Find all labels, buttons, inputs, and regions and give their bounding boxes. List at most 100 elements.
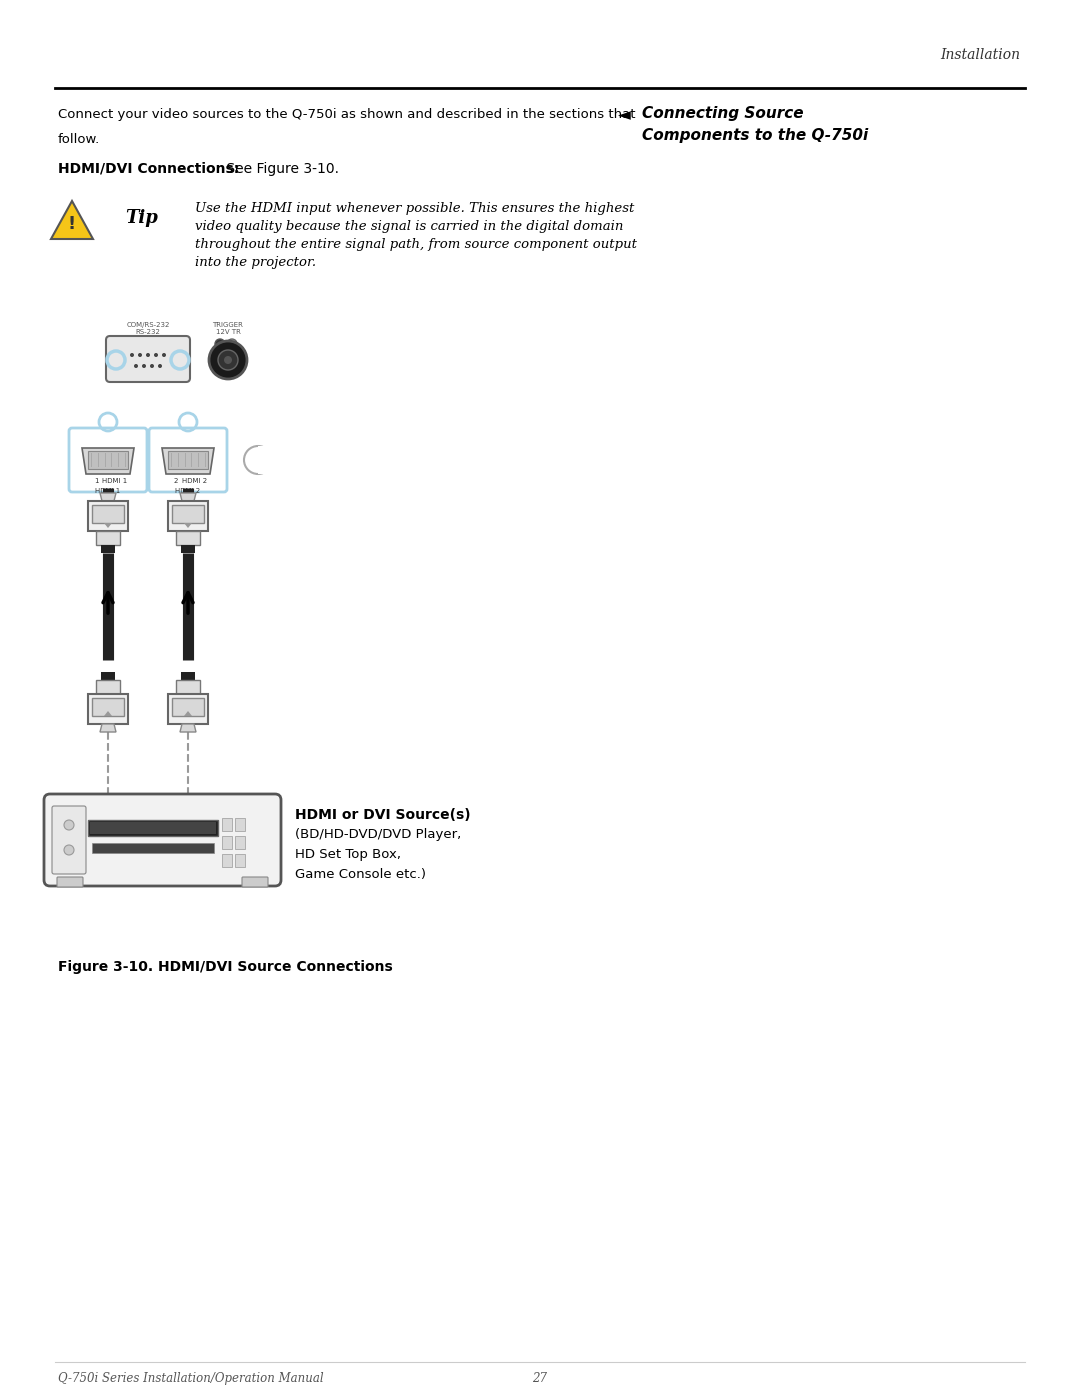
Circle shape	[218, 351, 238, 370]
Polygon shape	[51, 201, 93, 239]
Bar	[181, 672, 195, 680]
Text: 12V TR: 12V TR	[216, 330, 241, 335]
Circle shape	[130, 353, 134, 358]
Text: HDMI or DVI Source(s): HDMI or DVI Source(s)	[295, 807, 471, 821]
Text: !: !	[68, 215, 76, 233]
Bar	[235, 819, 245, 831]
Point	[199, 458, 212, 475]
Point	[172, 458, 185, 475]
Polygon shape	[104, 711, 112, 717]
Bar	[181, 545, 195, 553]
Point	[105, 444, 118, 461]
Bar	[96, 680, 120, 694]
Polygon shape	[184, 522, 192, 528]
Text: into the projector.: into the projector.	[195, 256, 316, 270]
Bar	[92, 504, 124, 522]
Point	[92, 458, 105, 475]
Bar	[87, 502, 129, 531]
Point	[105, 458, 118, 475]
Bar	[176, 531, 200, 545]
Bar	[176, 680, 200, 694]
Text: (BD/HD-DVD/DVD Player,: (BD/HD-DVD/DVD Player,	[295, 828, 461, 841]
Point	[98, 458, 111, 475]
Circle shape	[162, 353, 166, 358]
Circle shape	[138, 353, 141, 358]
FancyBboxPatch shape	[106, 337, 190, 381]
Text: Components to the Q-750i: Components to the Q-750i	[642, 129, 868, 142]
Text: Connect your video sources to the Q-750i as shown and described in the sections : Connect your video sources to the Q-750i…	[58, 108, 635, 122]
Circle shape	[64, 845, 75, 855]
Text: HDMI 2: HDMI 2	[175, 488, 201, 495]
Point	[185, 444, 198, 461]
Polygon shape	[180, 493, 195, 502]
Point	[111, 458, 124, 475]
Bar	[92, 698, 124, 717]
Text: HDMI/DVI Connections:: HDMI/DVI Connections:	[58, 162, 240, 176]
Bar	[168, 502, 208, 531]
Bar	[87, 451, 129, 469]
Text: Figure 3-10. HDMI/DVI Source Connections: Figure 3-10. HDMI/DVI Source Connections	[58, 960, 393, 974]
Text: 27: 27	[532, 1372, 548, 1384]
Polygon shape	[104, 522, 112, 528]
Bar	[235, 835, 245, 849]
Circle shape	[154, 353, 158, 358]
Circle shape	[141, 365, 146, 367]
Text: HD Set Top Box,: HD Set Top Box,	[295, 848, 401, 861]
Text: ◄: ◄	[618, 106, 631, 124]
Bar	[168, 694, 208, 724]
Text: 2: 2	[174, 478, 178, 483]
Bar	[87, 694, 129, 724]
Polygon shape	[184, 711, 192, 717]
Circle shape	[146, 353, 150, 358]
Bar	[172, 504, 204, 522]
Point	[164, 444, 177, 461]
Text: RS-232: RS-232	[136, 330, 161, 335]
Polygon shape	[180, 724, 195, 732]
Text: Game Console etc.): Game Console etc.)	[295, 868, 426, 882]
Bar	[102, 672, 114, 680]
FancyBboxPatch shape	[57, 877, 83, 887]
Circle shape	[150, 365, 154, 367]
Text: video quality because the signal is carried in the digital domain: video quality because the signal is carr…	[195, 219, 623, 233]
Point	[119, 458, 132, 475]
Bar	[90, 821, 216, 834]
Bar	[222, 819, 232, 831]
Text: Tip: Tip	[125, 210, 158, 226]
Point	[84, 444, 97, 461]
Bar	[102, 545, 114, 553]
Circle shape	[215, 339, 225, 349]
Circle shape	[210, 341, 247, 379]
Bar	[258, 446, 278, 474]
Point	[92, 444, 105, 461]
Point	[164, 458, 177, 475]
Circle shape	[227, 339, 237, 349]
Text: follow.: follow.	[58, 133, 100, 147]
Bar	[87, 820, 218, 835]
Circle shape	[64, 820, 75, 830]
Text: Use the HDMI input whenever possible. This ensures the highest: Use the HDMI input whenever possible. Th…	[195, 203, 634, 215]
Polygon shape	[82, 448, 134, 474]
Polygon shape	[162, 448, 214, 474]
Bar	[222, 835, 232, 849]
Text: Connecting Source: Connecting Source	[642, 106, 804, 122]
Point	[192, 458, 205, 475]
Bar	[168, 451, 208, 469]
Point	[192, 444, 205, 461]
Polygon shape	[100, 724, 116, 732]
Point	[84, 458, 97, 475]
Circle shape	[158, 365, 162, 367]
Text: HDMI 1: HDMI 1	[95, 488, 121, 495]
Text: Installation: Installation	[940, 47, 1020, 61]
Bar	[235, 854, 245, 868]
Bar	[92, 842, 214, 854]
Circle shape	[224, 356, 232, 365]
Polygon shape	[100, 493, 116, 502]
Bar	[222, 854, 232, 868]
Circle shape	[134, 365, 138, 367]
Point	[199, 444, 212, 461]
FancyBboxPatch shape	[242, 877, 268, 887]
Text: Q-750i Series Installation/Operation Manual: Q-750i Series Installation/Operation Man…	[58, 1372, 324, 1384]
Point	[185, 458, 198, 475]
Text: TRIGGER: TRIGGER	[213, 321, 243, 328]
Bar	[96, 531, 120, 545]
